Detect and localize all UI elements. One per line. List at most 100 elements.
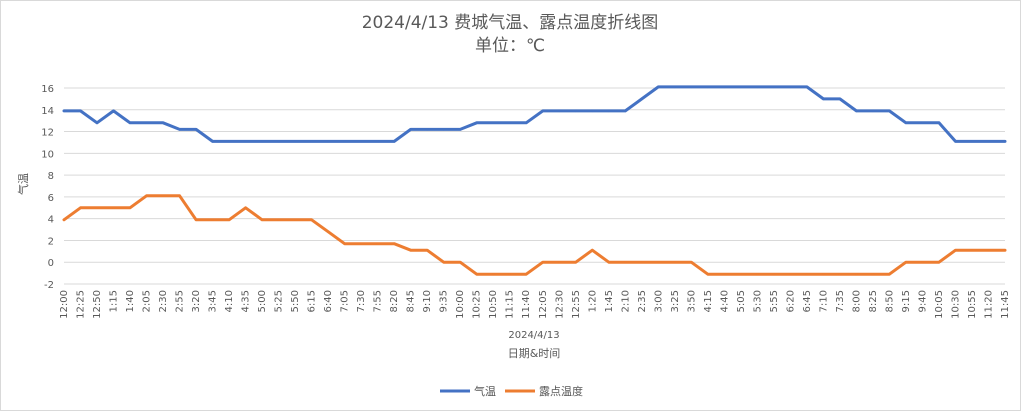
chart-subtitle: 单位：℃ [475, 36, 545, 56]
data-point [128, 121, 132, 125]
data-point [79, 206, 82, 209]
data-point [260, 140, 264, 143]
data-point [128, 206, 132, 209]
x-tick-label: 9:10 [422, 290, 433, 312]
data-point [723, 273, 726, 276]
x-tick-label: 11:20 [983, 290, 994, 319]
data-point [492, 121, 495, 125]
x-tick-label: 5:50 [290, 290, 301, 312]
data-point [425, 249, 429, 252]
legend-label: 气温 [474, 384, 496, 398]
x-tick-label: 9:15 [901, 290, 912, 312]
x-tick-label: 8:50 [884, 290, 895, 312]
data-point [690, 261, 693, 264]
x-tick-label: 3:50 [686, 290, 697, 312]
y-tick-label: 4 [48, 215, 54, 226]
data-point [739, 85, 743, 89]
x-tick-label: 6:15 [307, 290, 318, 312]
data-point [871, 273, 875, 276]
y-axis-ticks: -2 0 2 4 6 8 10 12 14 16 [41, 84, 54, 291]
y-tick-label: 10 [41, 149, 54, 160]
data-point [805, 85, 809, 89]
series-line-2 [62, 194, 1007, 276]
y-tick-label: 2 [48, 236, 54, 247]
data-point [558, 109, 561, 113]
data-point [690, 85, 693, 89]
data-point [822, 97, 825, 101]
chart-title: 2024/4/13 费城气温、露点温度折线图 [362, 13, 659, 33]
data-point [855, 109, 858, 113]
data-point [772, 273, 776, 276]
x-tick-label: 4:40 [719, 290, 730, 312]
x-tick-label: 12:05 [538, 290, 549, 319]
x-tick-label: 3:00 [653, 290, 664, 312]
x-tick-label: 6:40 [323, 290, 334, 312]
data-point [723, 85, 726, 89]
data-point [277, 140, 280, 143]
data-point [62, 218, 66, 221]
data-point [591, 249, 594, 252]
data-point [508, 121, 511, 125]
data-point [112, 109, 115, 113]
data-point [706, 85, 710, 89]
x-tick-label: 12:00 [59, 290, 70, 319]
y-tick-label: -2 [44, 280, 54, 291]
data-point [904, 261, 908, 264]
x-tick-label: 10:05 [934, 290, 945, 319]
data-point [954, 140, 957, 143]
data-point [888, 109, 891, 113]
x-tick-label: 7:30 [356, 290, 367, 312]
data-point [310, 218, 313, 221]
x-tick-label: 3:25 [670, 290, 681, 312]
legend: 气温 露点温度 [440, 384, 583, 398]
data-point [970, 140, 974, 143]
data-point [343, 242, 346, 245]
data-point [607, 261, 610, 264]
x-axis-group-label: 2024/4/13 [508, 330, 559, 341]
data-point [194, 218, 198, 221]
x-tick-label: 3:20 [191, 290, 202, 312]
data-point [937, 261, 941, 264]
data-point [937, 121, 941, 125]
data-point [624, 109, 627, 113]
series-lines [62, 85, 1007, 276]
x-tick-label: 2:55 [175, 290, 186, 312]
x-tick-label: 11:15 [505, 290, 516, 319]
y-tick-label: 0 [48, 258, 54, 269]
data-point [492, 273, 495, 276]
data-point [756, 85, 759, 89]
data-point [624, 261, 627, 264]
data-point [95, 206, 99, 209]
data-point [657, 261, 660, 264]
data-point [178, 128, 181, 131]
x-tick-label: 10:30 [950, 290, 961, 319]
x-tick-label: 5:05 [736, 290, 747, 312]
x-tick-label: 2:10 [620, 290, 631, 312]
data-point [359, 140, 363, 143]
x-tick-label: 1:45 [604, 290, 615, 312]
data-point [970, 249, 974, 252]
data-point [640, 97, 644, 101]
y-tick-label: 12 [41, 128, 54, 139]
data-point [591, 109, 594, 113]
legend-label: 露点温度 [539, 384, 583, 398]
data-point [244, 206, 247, 209]
data-point [640, 261, 644, 264]
data-point [343, 140, 346, 143]
data-point [706, 273, 710, 276]
data-point [508, 273, 511, 276]
data-point [888, 273, 891, 276]
x-tick-label: 10:25 [472, 290, 483, 319]
y-tick-label: 16 [41, 84, 54, 95]
data-point [112, 206, 115, 209]
x-tick-label: 4:10 [224, 290, 235, 312]
data-point [871, 109, 875, 113]
data-point [756, 273, 759, 276]
data-point [954, 249, 957, 252]
data-point [227, 218, 231, 221]
x-tick-label: 5:30 [752, 290, 763, 312]
data-point [541, 109, 544, 113]
x-tick-label: 7:55 [373, 290, 384, 312]
